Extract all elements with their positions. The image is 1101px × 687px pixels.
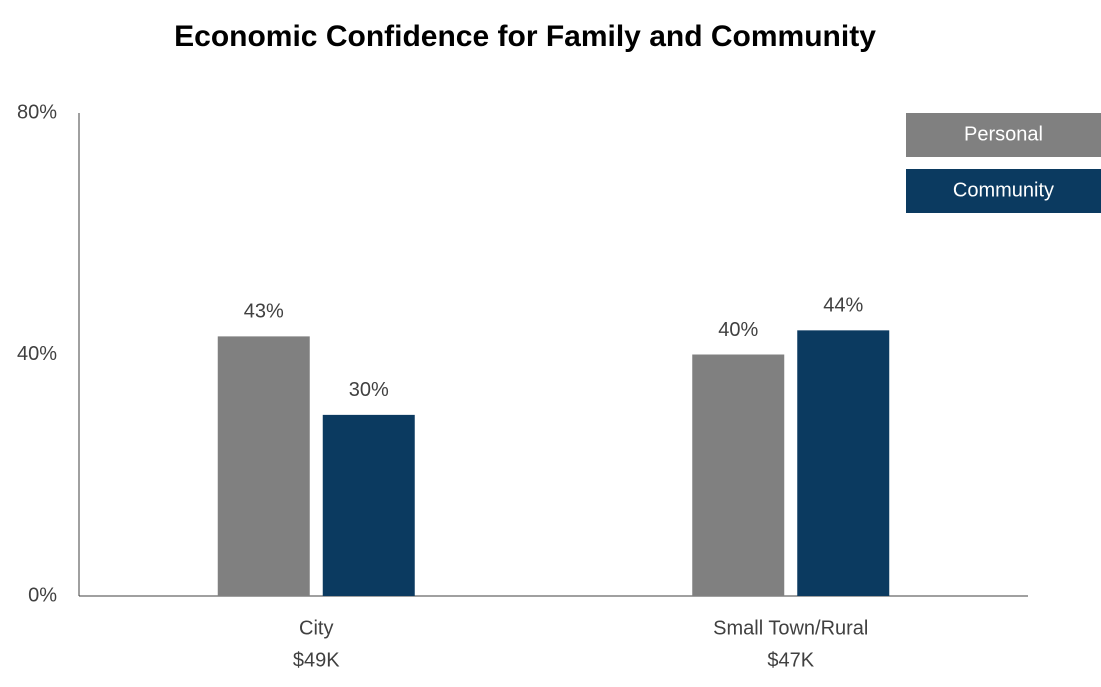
y-tick-label: 80%	[17, 101, 57, 123]
legend-swatch	[906, 113, 1101, 157]
value-label: 30%	[349, 379, 389, 401]
x-tick-label: $49K	[293, 649, 340, 671]
bar	[797, 330, 890, 596]
value-label: 43%	[244, 301, 284, 323]
x-tick-label: City	[299, 617, 333, 639]
bar	[217, 336, 310, 596]
x-tick-label: Small Town/Rural	[713, 617, 868, 639]
bar	[692, 354, 785, 596]
value-label: 44%	[823, 295, 863, 317]
legend-swatch	[906, 169, 1101, 213]
x-tick-label: $47K	[767, 649, 814, 671]
y-tick-label: 40%	[17, 343, 57, 365]
bar	[322, 414, 415, 596]
y-tick-label: 0%	[28, 584, 57, 606]
value-label: 40%	[718, 319, 758, 341]
legend-label: Community	[953, 179, 1054, 201]
chart-title: Economic Confidence for Family and Commu…	[174, 20, 876, 53]
legend-label: Personal	[964, 123, 1043, 145]
